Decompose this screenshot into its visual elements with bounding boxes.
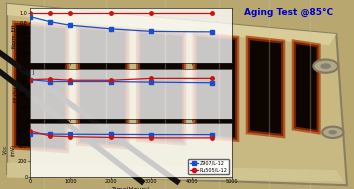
Y-axis label: Norm. Eff.: Norm. Eff. bbox=[12, 23, 17, 48]
Polygon shape bbox=[138, 30, 184, 144]
Y-axis label: $V_{OC}$
(mV): $V_{OC}$ (mV) bbox=[1, 144, 16, 156]
Text: J: J bbox=[32, 70, 34, 75]
Polygon shape bbox=[7, 4, 336, 45]
Text: Aging Test @85°C: Aging Test @85°C bbox=[244, 8, 333, 17]
Polygon shape bbox=[7, 163, 343, 181]
Polygon shape bbox=[195, 34, 237, 140]
Polygon shape bbox=[78, 26, 127, 147]
Circle shape bbox=[313, 60, 338, 73]
X-axis label: Time(Hours): Time(Hours) bbox=[112, 187, 150, 189]
Circle shape bbox=[322, 127, 343, 138]
Polygon shape bbox=[7, 4, 347, 185]
Circle shape bbox=[329, 130, 337, 135]
Y-axis label: FF (%): FF (%) bbox=[14, 86, 19, 102]
Legend: Z907/L-12, Ru505/L-12: Z907/L-12, Ru505/L-12 bbox=[188, 159, 229, 174]
Polygon shape bbox=[248, 38, 283, 136]
Polygon shape bbox=[294, 42, 319, 132]
Circle shape bbox=[320, 63, 331, 69]
Polygon shape bbox=[14, 23, 67, 151]
